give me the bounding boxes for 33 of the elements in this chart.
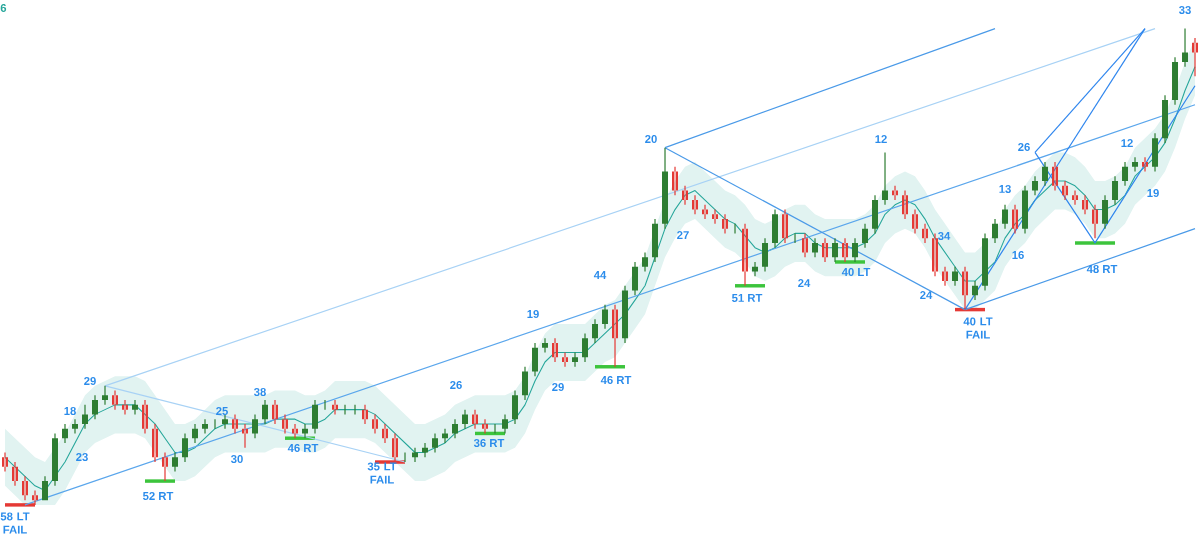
annotation: 29 — [84, 377, 96, 385]
annotation: 44 — [593, 271, 607, 279]
text: 33 — [1178, 6, 1191, 14]
annotation: 19 — [527, 310, 539, 318]
annotation: 20 — [645, 135, 657, 143]
annotation: 23 — [76, 453, 88, 461]
annotation: 52 RT — [142, 492, 174, 500]
text: 58 LT FAIL — [0, 512, 30, 534]
annotation: 16 — [1012, 251, 1024, 259]
annotation: 38 — [253, 388, 266, 396]
text: 6 — [0, 4, 7, 12]
annotation: 40 LT — [841, 268, 871, 276]
annotation: 12 — [1121, 139, 1133, 147]
annotation: 24 — [920, 291, 933, 299]
annotation: 13 — [999, 185, 1011, 193]
annotation: 25 — [216, 407, 228, 415]
annotation: 12 — [875, 135, 887, 143]
annotation: 46 RT — [600, 376, 632, 384]
annotation: 51 RT — [731, 294, 763, 302]
annotation: 26 — [1018, 143, 1030, 151]
annotation: 48 RT — [1086, 265, 1118, 273]
annotation: 26 — [450, 381, 462, 389]
annotation: 18 — [64, 407, 76, 415]
annotation: 46 RT — [287, 444, 319, 452]
annotation: 35 LT FAIL — [367, 462, 397, 484]
annotation: 34 — [937, 232, 951, 240]
annotation: 27 — [677, 231, 689, 239]
annotation: 36 RT — [473, 439, 505, 447]
annotation: 30 — [230, 455, 243, 463]
annotation: 29 — [552, 383, 564, 391]
annotation: 40 LT FAIL — [963, 317, 993, 339]
annotation: 24 — [798, 279, 811, 287]
annotation: 19 — [1147, 189, 1159, 197]
